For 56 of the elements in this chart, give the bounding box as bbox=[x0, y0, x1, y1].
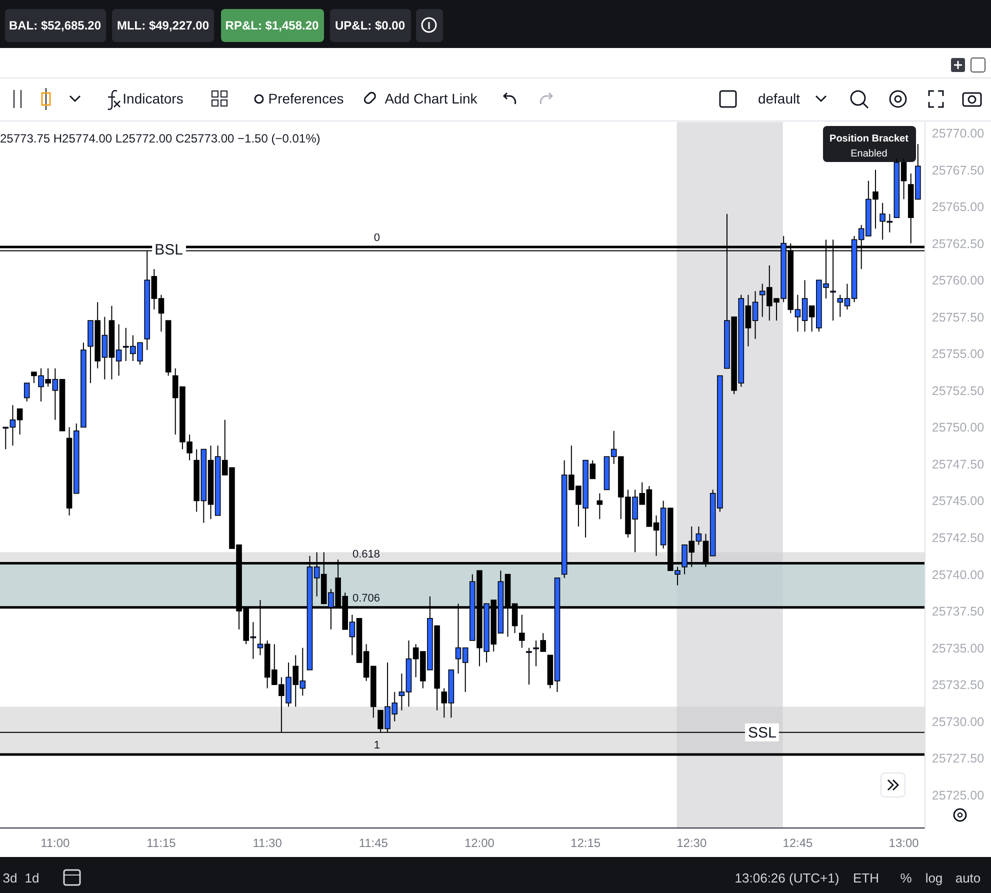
x-tick-label: 11:00 bbox=[40, 836, 70, 850]
annotation: 0 bbox=[374, 232, 380, 244]
y-tick-label: 25740.00 bbox=[932, 568, 984, 582]
y-tick-label: 25742.50 bbox=[932, 531, 984, 546]
y-tick-label: 25727.50 bbox=[932, 752, 984, 766]
x-tick-label: 12:00 bbox=[464, 836, 495, 850]
text: BAL: $52,685.20 bbox=[8, 18, 102, 32]
annotation: Position Bracket bbox=[830, 134, 910, 144]
x-tick-label: 12:30 bbox=[676, 836, 707, 850]
text: Indicators bbox=[122, 90, 184, 106]
text: MLL: $49,227.00 bbox=[116, 18, 210, 32]
y-tick-label: 25750.00 bbox=[932, 420, 984, 435]
x-tick-label: 11:15 bbox=[146, 836, 176, 850]
annotation: Enabled bbox=[850, 148, 888, 160]
x-tick-label: 13:00 bbox=[888, 836, 920, 850]
text: Preferences bbox=[268, 90, 344, 106]
annotation: 0.706 bbox=[352, 592, 380, 604]
y-tick-label: 25730.00 bbox=[932, 714, 984, 729]
y-tick-label: 25745.00 bbox=[932, 494, 984, 508]
ref-line-label: BSL bbox=[154, 242, 183, 259]
text: UP&L: $0.00 bbox=[334, 18, 406, 32]
y-tick-label: 25752.50 bbox=[932, 384, 984, 398]
x-tick-label: 12:45 bbox=[782, 836, 814, 850]
y-tick-label: 25732.50 bbox=[932, 678, 984, 692]
y-tick-label: 25747.50 bbox=[932, 457, 984, 472]
y-tick-label: 25760.00 bbox=[932, 274, 984, 288]
text: % bbox=[900, 870, 912, 886]
y-tick-label: 25725.00 bbox=[932, 788, 984, 802]
candlestick bbox=[526, 647, 532, 686]
candlestick bbox=[519, 614, 525, 648]
candlestick bbox=[596, 492, 603, 520]
y-tick-label: 25757.50 bbox=[932, 310, 984, 324]
x-tick-label: 11:45 bbox=[358, 836, 388, 850]
annotation: 25773.75 H25774.00 L25772.00 C25773.00 −1.50 (−0.01%) bbox=[0, 132, 320, 146]
x-tick-label: 11:30 bbox=[252, 836, 282, 850]
text: 3d bbox=[2, 870, 18, 886]
y-tick-label: 25735.00 bbox=[932, 641, 984, 656]
text: Add Chart Link bbox=[384, 90, 478, 106]
annotation: 0.618 bbox=[352, 548, 380, 560]
text: 13:06:26 (UTC+1) bbox=[734, 870, 840, 886]
y-tick-label: 25767.50 bbox=[932, 163, 984, 178]
text: 1d bbox=[24, 870, 40, 886]
y-tick-label: 25737.50 bbox=[932, 604, 984, 619]
text: RP&L: $1,458.20 bbox=[225, 18, 320, 32]
text: ETH bbox=[853, 870, 879, 886]
x-tick-label: 12:15 bbox=[570, 836, 601, 850]
y-tick-label: 25755.00 bbox=[932, 347, 984, 362]
annotation: 1 bbox=[374, 739, 380, 752]
y-tick-label: 25765.00 bbox=[932, 200, 984, 214]
text: default bbox=[758, 90, 800, 106]
text: auto bbox=[955, 870, 981, 886]
ref-line-label: SSL bbox=[748, 724, 776, 742]
text: log bbox=[925, 870, 943, 886]
y-tick-label: 25770.00 bbox=[932, 126, 984, 141]
candlestick bbox=[24, 382, 30, 402]
y-tick-label: 25762.50 bbox=[932, 236, 984, 251]
